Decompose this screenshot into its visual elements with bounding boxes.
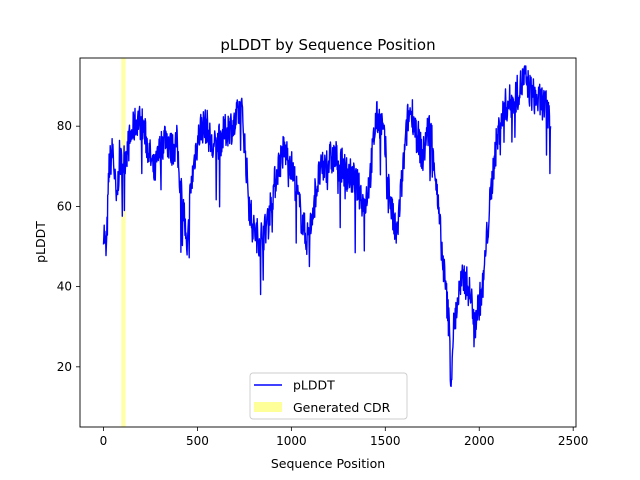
axes-frame	[79, 57, 577, 428]
x-axis-ticks: 0 500 1000 1500 2000 2500	[100, 427, 589, 448]
x-tick-label: 500	[186, 434, 209, 448]
legend-swatch-generated-cdr	[254, 402, 282, 412]
x-tick-label: 1500	[370, 434, 401, 448]
legend-label-plddt: pLDDT	[293, 378, 335, 393]
y-axis-title: pLDDT	[33, 221, 48, 263]
chart-title: pLDDT by Sequence Position	[220, 36, 435, 54]
y-tick-label: 40	[57, 280, 72, 294]
y-tick-label: 80	[57, 119, 72, 133]
x-tick-label: 2500	[558, 434, 589, 448]
legend: pLDDT Generated CDR	[249, 372, 408, 420]
x-tick-label: 2000	[464, 434, 495, 448]
x-tick-label: 1000	[276, 434, 307, 448]
legend-box	[249, 372, 408, 420]
generated-cdr-band	[121, 58, 126, 427]
y-tick-label: 60	[57, 199, 72, 213]
plot-area	[102, 58, 552, 427]
y-axis-ticks: 20 40 60 80	[57, 119, 80, 374]
legend-label-generated-cdr: Generated CDR	[293, 400, 391, 415]
y-tick-label: 20	[57, 360, 72, 374]
x-axis-title: Sequence Position	[271, 456, 385, 471]
series-line-plddt	[102, 65, 552, 387]
x-tick-label: 0	[100, 434, 108, 448]
